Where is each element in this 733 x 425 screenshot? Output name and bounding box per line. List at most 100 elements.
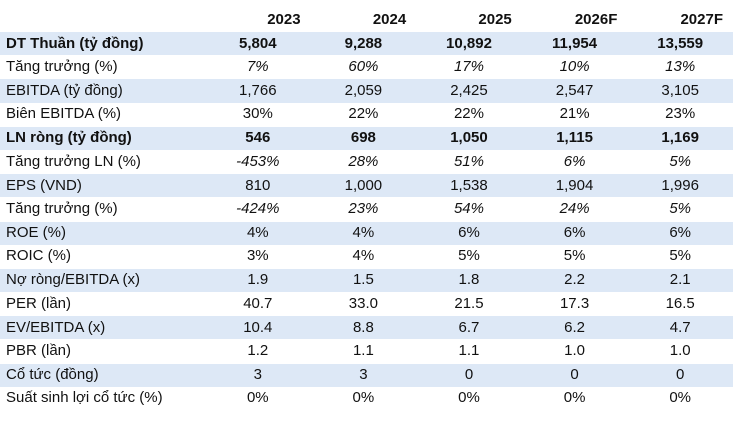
row-label: Biên EBITDA (%) (0, 102, 205, 127)
row-value: 1,766 (205, 78, 311, 103)
row-label: Suất sinh lợi cổ tức (%) (0, 386, 205, 411)
row-value: 0% (416, 386, 522, 411)
row-value: 6% (416, 221, 522, 245)
row-value: 21.5 (416, 292, 522, 317)
row-value: 1.5 (310, 268, 417, 293)
row-value: 17% (416, 55, 522, 80)
row-value: 33.0 (310, 292, 417, 317)
row-value: 0 (521, 363, 628, 387)
header-cell-year: 2027F (680, 11, 723, 28)
header-cell-year: 2024 (372, 11, 407, 28)
row-value: 22% (416, 102, 522, 127)
row-value: 0% (521, 386, 628, 411)
row-value: 1,115 (521, 126, 628, 150)
row-value: 51% (416, 149, 522, 175)
row-value: 0% (627, 386, 733, 411)
table-row: Tăng trưởng (%) 7% 60% 17% 10% 13% (0, 55, 733, 80)
row-value: 11,954 (521, 32, 628, 56)
row-value: -453% (205, 149, 311, 175)
row-value: 4% (310, 244, 417, 269)
row-value: 5% (627, 149, 733, 175)
row-value: 60% (310, 55, 417, 80)
row-value: 1.0 (627, 339, 733, 364)
row-label: LN ròng (tỷ đồng) (0, 126, 205, 150)
row-value: 6% (627, 221, 733, 245)
row-label: ROIC (%) (0, 244, 205, 269)
row-value: 1,169 (627, 126, 733, 150)
row-value: 810 (205, 173, 311, 198)
row-value: 1.0 (521, 339, 628, 364)
row-value: 23% (310, 197, 417, 222)
row-label: PBR (lần) (0, 339, 205, 364)
table-row: EBITDA (tỷ đồng) 1,766 2,059 2,425 2,547 3,10… (0, 78, 733, 103)
row-label: EBITDA (tỷ đồng) (0, 78, 205, 103)
row-value: 2,059 (310, 78, 417, 103)
row-label: Nợ ròng/EBITDA (x) (0, 268, 205, 293)
row-value: 9,288 (310, 32, 417, 56)
row-label: Tăng trưởng (%) (0, 197, 205, 222)
row-label: Tăng trưởng (%) (0, 55, 205, 80)
row-value: 2,547 (521, 78, 628, 103)
row-value: 13,559 (627, 32, 733, 56)
row-value: 24% (521, 197, 628, 222)
row-value: 1,000 (310, 173, 417, 198)
table-row: LN ròng (tỷ đồng) 546 698 1,050 1,115 1,169 (0, 126, 733, 150)
row-value: 4.7 (627, 315, 733, 340)
header-cell-year: 2023 (267, 11, 301, 28)
row-value: 5,804 (205, 32, 311, 56)
row-value: 698 (310, 126, 417, 150)
row-value: 2,425 (416, 78, 522, 103)
header-cell-year: 2026F (574, 11, 618, 28)
row-label: PER (lần) (0, 292, 205, 317)
table-row: DT Thuần (tỷ đồng) 5,804 9,288 10,892 11,954… (0, 32, 733, 56)
row-value: 546 (205, 126, 311, 150)
row-value: 1.2 (205, 339, 311, 364)
row-value: 2.2 (521, 268, 628, 293)
row-value: 3 (205, 363, 311, 387)
row-value: 2.1 (627, 268, 733, 293)
row-value: 6.2 (521, 315, 628, 340)
table-row: Tăng trưởng LN (%) -453% 28% 51% 6% 5% (0, 149, 733, 175)
table-row: EV/EBITDA (x) 10.4 8.8 6.7 6.2 4.7 (0, 315, 733, 340)
row-value: 1.9 (205, 268, 311, 293)
row-value: 4% (310, 221, 417, 245)
row-value: 22% (310, 102, 417, 127)
row-value: 3,105 (627, 78, 733, 103)
row-value: 3 (310, 363, 417, 387)
table-row: Suất sinh lợi cổ tức (%) 0% 0% 0% 0% 0% (0, 386, 733, 411)
row-value: 28% (310, 149, 417, 175)
row-label: EV/EBITDA (x) (0, 315, 205, 340)
row-value: 5% (521, 244, 628, 269)
row-label: EPS (VND) (0, 173, 205, 198)
row-label: Tăng trưởng LN (%) (0, 149, 205, 175)
row-value: 54% (416, 197, 522, 222)
table-header-row: 2023 2024 2025 2026F 2027F (0, 8, 733, 32)
row-value: 1.1 (310, 339, 417, 364)
row-value: -424% (205, 197, 311, 222)
row-label: DT Thuần (tỷ đồng) (0, 32, 205, 56)
row-value: 1,050 (416, 126, 522, 150)
row-value: 1,538 (416, 173, 522, 198)
row-value: 8.8 (310, 315, 417, 340)
row-value: 0% (310, 386, 417, 411)
row-value: 6% (521, 221, 628, 245)
table-row: Nợ ròng/EBITDA (x) 1.9 1.5 1.8 2.2 2.1 (0, 268, 733, 293)
row-value: 10% (521, 55, 628, 80)
row-value: 16.5 (627, 292, 733, 317)
row-value: 1,904 (521, 173, 628, 198)
row-value: 17.3 (521, 292, 628, 317)
table-row: PER (lần) 40.7 33.0 21.5 17.3 16.5 (0, 292, 733, 317)
row-value: 5% (627, 244, 733, 269)
row-value: 1.8 (416, 268, 522, 293)
table-row: ROIC (%) 3% 4% 5% 5% 5% (0, 244, 733, 269)
row-value: 40.7 (205, 292, 311, 317)
header-cell-year: 2025 (478, 11, 512, 28)
row-value: 1.1 (416, 339, 522, 364)
row-value: 10,892 (416, 32, 522, 56)
table-row: EPS (VND) 810 1,000 1,538 1,904 1,996 (0, 173, 733, 198)
row-value: 4% (205, 221, 311, 245)
table-row: PBR (lần) 1.2 1.1 1.1 1.0 1.0 (0, 339, 733, 364)
row-value: 5% (416, 244, 522, 269)
table-row: ROE (%) 4% 4% 6% 6% 6% (0, 221, 733, 245)
row-value: 3% (205, 244, 311, 269)
